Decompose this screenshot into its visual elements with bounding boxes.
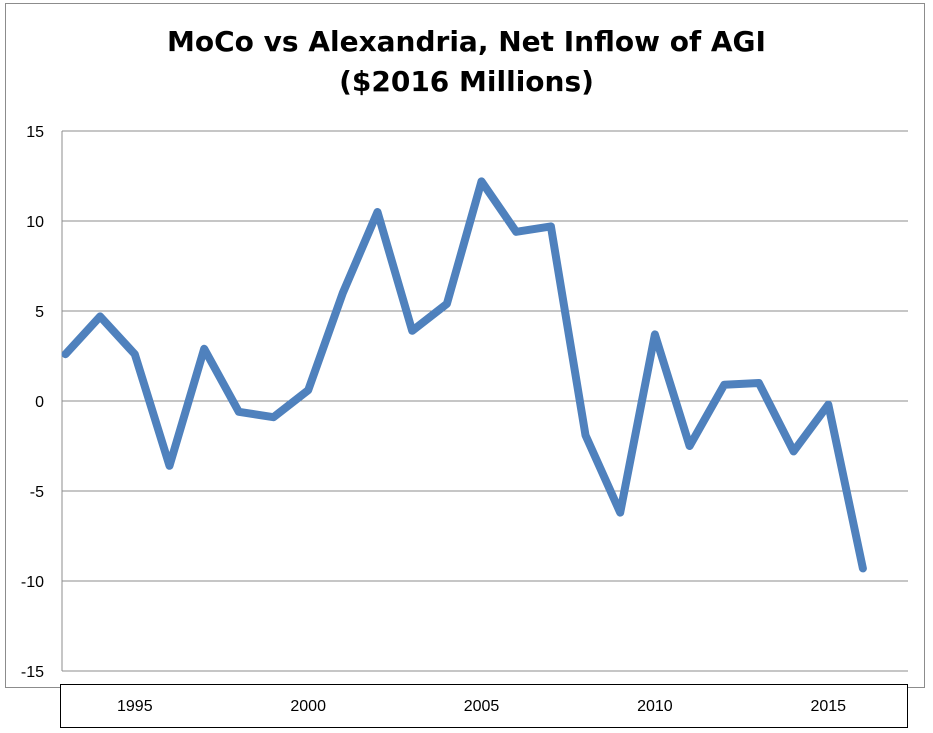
x-axis-box xyxy=(60,684,908,728)
x-tick-label: 2005 xyxy=(464,698,500,715)
chart-frame xyxy=(5,3,925,688)
x-tick-label: 2000 xyxy=(290,698,326,715)
x-tick-label: 1995 xyxy=(117,698,153,715)
y-tick-label: 10 xyxy=(26,214,44,231)
chart-title: MoCo vs Alexandria, Net Inflow of AGI ($… xyxy=(0,22,933,102)
y-tick-label: 5 xyxy=(35,304,44,321)
y-tick-label: 0 xyxy=(35,394,44,411)
y-tick-label: -15 xyxy=(21,664,44,681)
x-tick-label: 2015 xyxy=(810,698,846,715)
y-tick-label: 15 xyxy=(26,124,44,141)
y-tick-label: -10 xyxy=(21,574,44,591)
y-tick-label: -5 xyxy=(30,484,44,501)
x-tick-label: 2010 xyxy=(637,698,673,715)
series-line xyxy=(61,177,867,573)
chart-title-line-1: MoCo vs Alexandria, Net Inflow of AGI xyxy=(167,25,766,58)
chart-title-line-2: ($2016 Millions) xyxy=(339,65,594,98)
